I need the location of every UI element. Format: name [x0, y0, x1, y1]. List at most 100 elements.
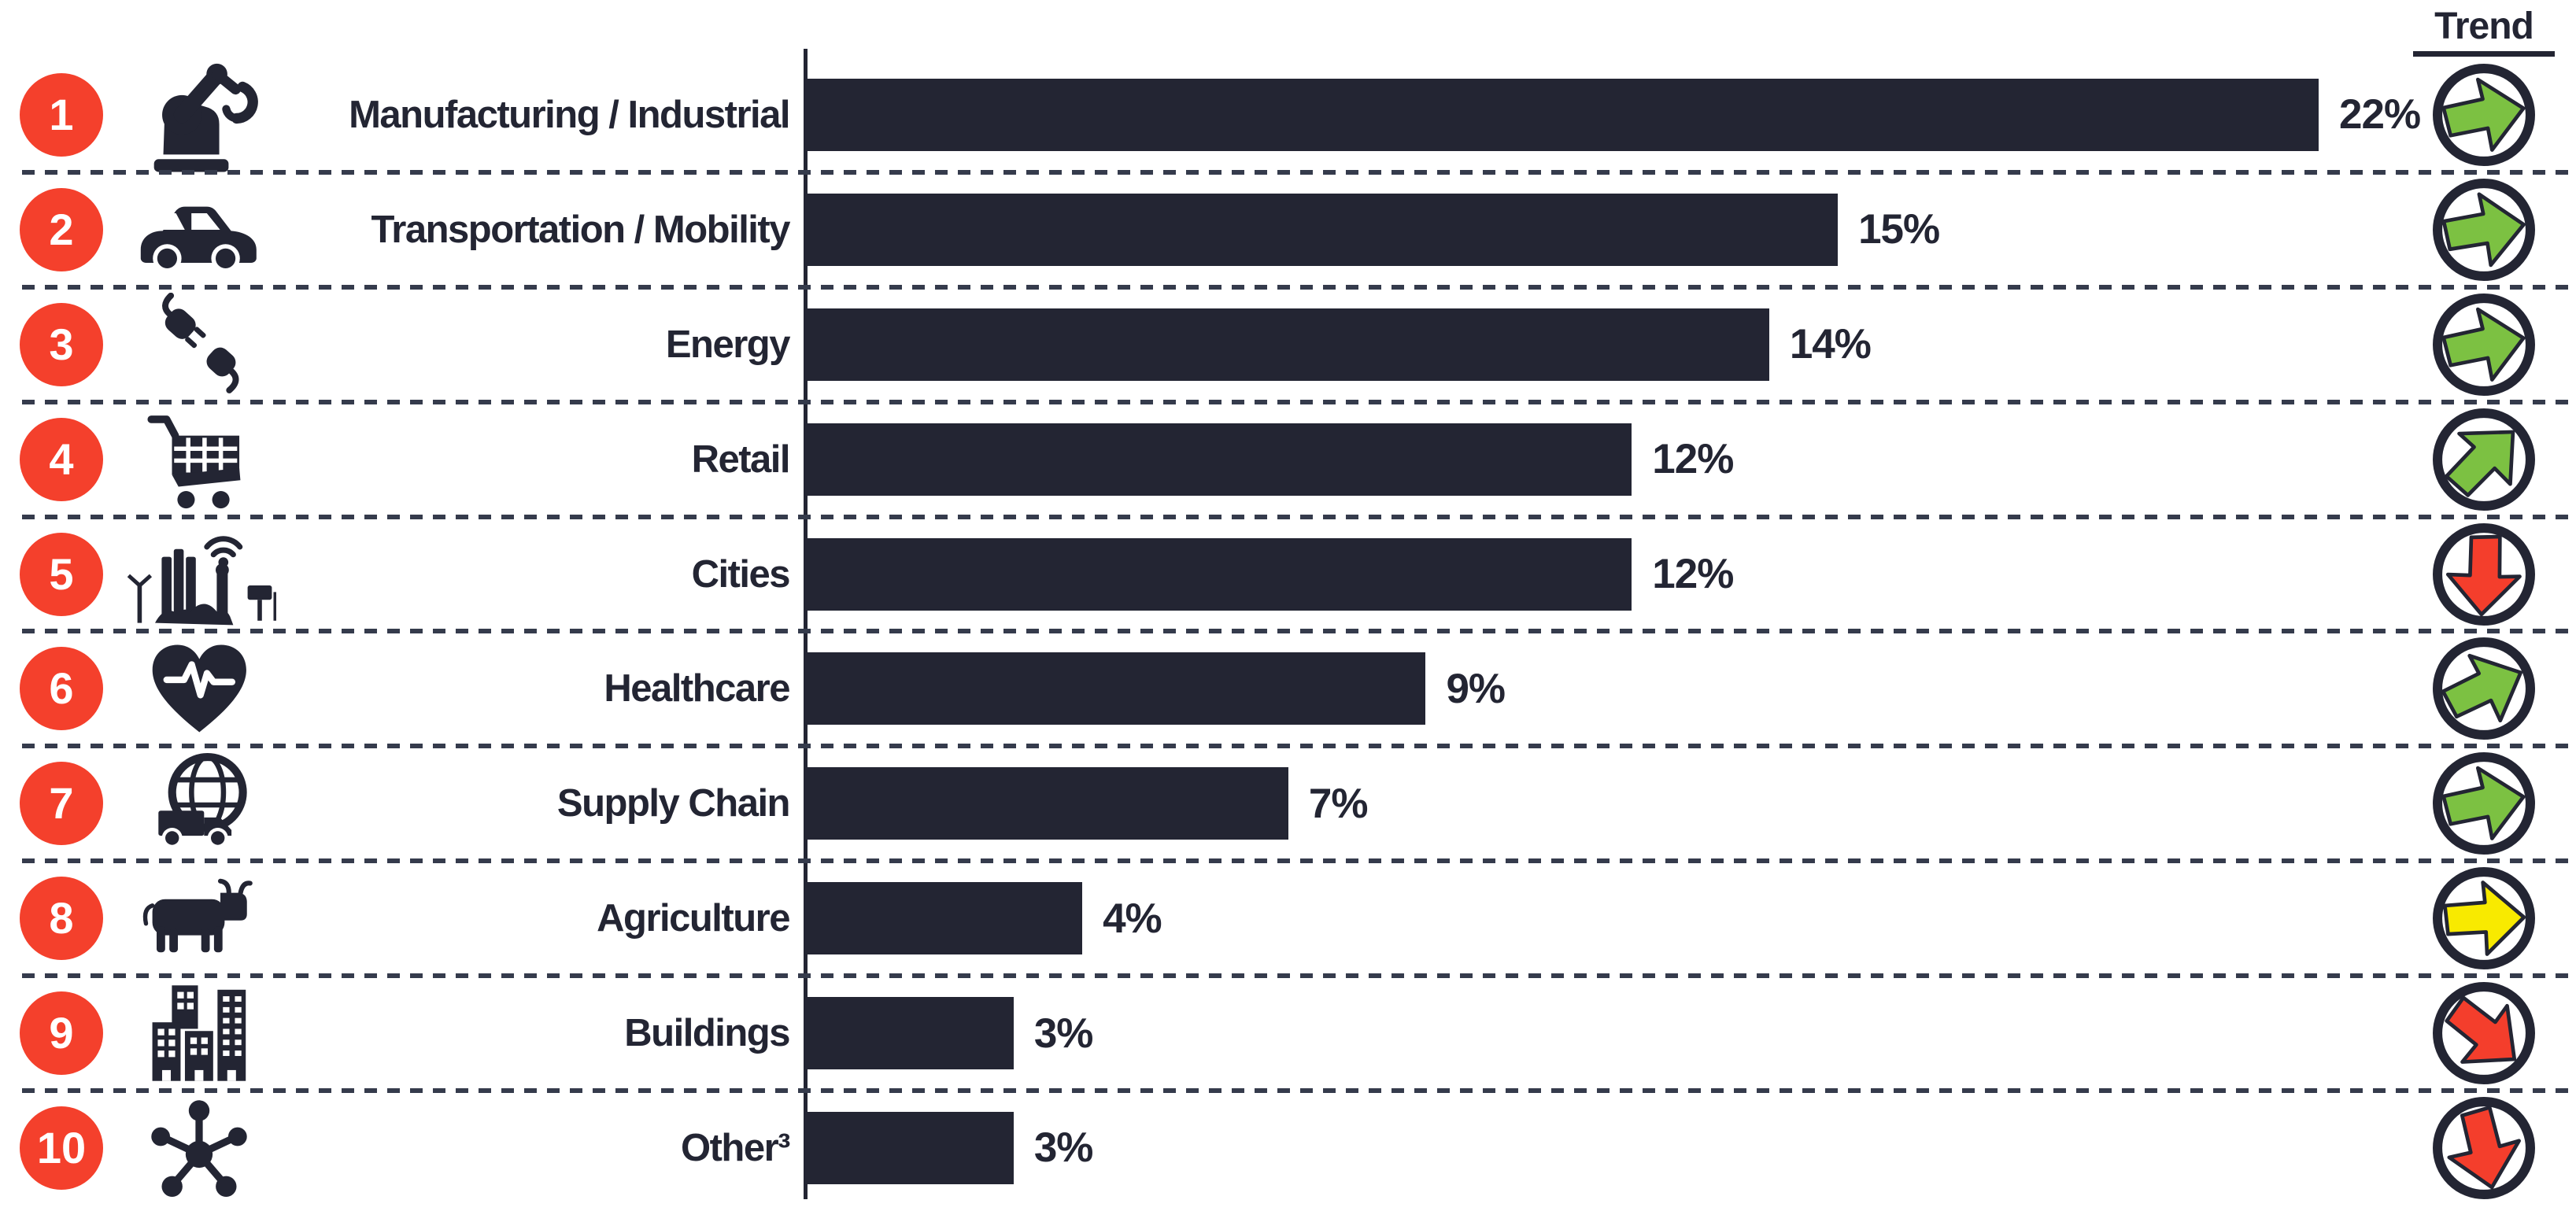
- rank-number: 10: [36, 1122, 87, 1172]
- trend-cell: [2431, 980, 2537, 1086]
- value-label: 3%: [1033, 1124, 1094, 1172]
- rank-badge: 10: [20, 1106, 103, 1190]
- trend-cell: [2431, 177, 2537, 282]
- rank-badge: 5: [20, 532, 103, 616]
- category-label: Energy: [665, 323, 791, 366]
- rank-number: 8: [49, 893, 74, 943]
- network-hub-icon: [151, 1100, 247, 1197]
- table-row: 8 Agriculture 4%: [0, 859, 2576, 979]
- buildings-icon: [152, 985, 246, 1081]
- table-row: 3 Energy 14%: [0, 286, 2576, 404]
- value-label: 22%: [2339, 91, 2421, 138]
- value-label: 12%: [1652, 551, 1734, 597]
- trend-arrow-icon: [2433, 637, 2535, 740]
- category-label: Manufacturing / Industrial: [349, 93, 790, 136]
- trend-cell: [2431, 407, 2537, 512]
- trend-arrow-icon: [2433, 293, 2535, 396]
- rank-number: 1: [49, 89, 74, 139]
- table-row: 9: [0, 974, 2576, 1093]
- bar-area: 12%: [808, 537, 1734, 611]
- trend-arrow-icon: [2433, 522, 2535, 626]
- value-label: 9%: [1446, 665, 1506, 712]
- table-row: 4 Retail 12%: [0, 401, 2576, 519]
- category-label: Retail: [691, 438, 791, 481]
- value-label: 12%: [1652, 436, 1734, 483]
- rank-badge: 9: [20, 991, 103, 1076]
- globe-truck-icon: [157, 752, 247, 848]
- smart-city-icon: [127, 535, 276, 625]
- rank-number: 5: [49, 548, 74, 599]
- trend-arrow-icon: [2433, 752, 2535, 855]
- category-label: Healthcare: [604, 667, 790, 711]
- rank-number: 3: [49, 319, 74, 369]
- icon-cell: [116, 859, 282, 977]
- bar: [808, 882, 1083, 955]
- bar-area: 3%: [808, 997, 1093, 1070]
- icon-cell: [116, 1089, 282, 1207]
- bar: [808, 193, 1839, 266]
- trend-cell: [2431, 522, 2537, 627]
- rank-number: 9: [49, 1008, 74, 1058]
- trend-arrow-icon: [2433, 178, 2535, 281]
- bar-area: 9%: [808, 652, 1506, 725]
- rank-badge: 6: [20, 647, 103, 731]
- robot-arm-icon: [153, 63, 258, 172]
- bar-area: 15%: [808, 193, 1940, 266]
- category-label: Supply Chain: [556, 782, 791, 825]
- car-icon: [140, 206, 257, 273]
- icon-cell: [116, 744, 282, 862]
- bar-area: 14%: [808, 308, 1872, 381]
- trend-column-header: Trend: [2413, 5, 2555, 57]
- icon-cell: [116, 286, 282, 404]
- table-row: 2 Transportation / Mobility 15%: [0, 171, 2576, 290]
- trend-cell: [2431, 636, 2537, 741]
- trend-arrow-icon: [2433, 63, 2535, 166]
- rank-number: 2: [49, 204, 74, 254]
- bar-area: 4%: [808, 882, 1162, 955]
- icon-cell: [116, 56, 282, 174]
- rank-badge: 3: [20, 302, 103, 386]
- rank-badge: 8: [20, 877, 103, 961]
- trend-cell: [2431, 292, 2537, 397]
- trend-arrow-icon: [2433, 982, 2535, 1085]
- bar-area: 22%: [808, 78, 2421, 151]
- shopping-cart-icon: [147, 415, 241, 508]
- rank-badge: 2: [20, 187, 103, 271]
- icon-cell: [116, 515, 282, 633]
- bar: [808, 308, 1769, 381]
- table-row: 5: [0, 515, 2576, 634]
- bar: [808, 78, 2319, 151]
- icon-cell: [116, 974, 282, 1092]
- value-label: 4%: [1103, 895, 1162, 942]
- table-row: 10 Other³: [0, 1091, 2576, 1205]
- icon-cell: [116, 401, 282, 519]
- chart-rows: 1 Manufacturing / Industrial 22%: [0, 57, 2576, 1205]
- table-row: 1 Manufacturing / Industrial 22%: [0, 56, 2576, 175]
- bar: [808, 997, 1014, 1070]
- heart-pulse-icon: [152, 644, 246, 733]
- category-label: Transportation / Mobility: [371, 208, 791, 251]
- trend-arrow-icon: [2433, 867, 2535, 970]
- bar-area: 3%: [808, 1111, 1094, 1184]
- bar: [808, 423, 1632, 496]
- rank-number: 7: [49, 778, 74, 829]
- value-label: 7%: [1308, 780, 1369, 827]
- bar: [808, 1111, 1014, 1184]
- bar: [808, 537, 1632, 611]
- bar: [808, 767, 1288, 840]
- chart-baseline-axis: [804, 49, 808, 1199]
- table-row: 6 Healthcare 9%: [0, 629, 2576, 749]
- rank-number: 4: [49, 434, 74, 484]
- value-label: 14%: [1789, 321, 1872, 368]
- rank-badge: 7: [20, 762, 103, 846]
- trend-arrow-icon: [2433, 1096, 2535, 1199]
- trend-cell: [2431, 751, 2537, 856]
- value-label: 15%: [1858, 206, 1940, 253]
- icon-cell: [116, 629, 282, 748]
- trend-cell: [2431, 62, 2537, 168]
- power-plug-icon: [162, 292, 239, 393]
- trend-cell: [2431, 866, 2537, 971]
- icon-cell: [116, 171, 282, 289]
- bar: [808, 652, 1426, 725]
